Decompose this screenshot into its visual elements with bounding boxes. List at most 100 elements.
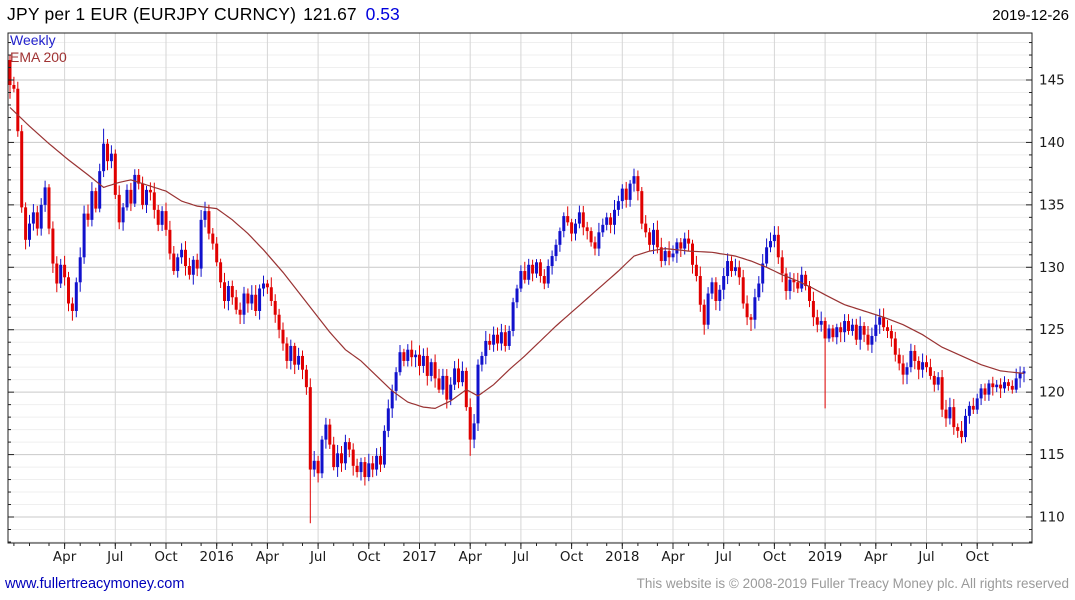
candle [948, 407, 952, 419]
x-axis-label: Apr [864, 549, 888, 565]
candle [862, 325, 866, 335]
candle [605, 217, 609, 225]
candle [897, 354, 901, 364]
candle [90, 191, 94, 220]
candle [956, 427, 960, 431]
price-change: 0.53 [365, 4, 400, 24]
candle [952, 407, 956, 428]
candle [320, 439, 324, 474]
candle [511, 302, 515, 331]
candle [191, 259, 195, 275]
candle [917, 360, 921, 370]
candle [753, 297, 757, 320]
candle [866, 334, 870, 345]
candle [987, 383, 991, 395]
candle [301, 355, 304, 370]
candle [835, 327, 839, 338]
candle [913, 350, 917, 361]
footerbar: www.fullertreacymoney.com This website i… [5, 576, 1069, 596]
candle [219, 262, 223, 283]
candle [441, 375, 445, 390]
candle [788, 279, 792, 292]
candle [507, 330, 511, 346]
candle [870, 335, 874, 345]
candle [484, 340, 488, 356]
candle [332, 444, 336, 468]
candle [43, 187, 47, 205]
candle [718, 289, 722, 302]
candle [667, 251, 671, 258]
candle [991, 383, 995, 388]
candle [624, 188, 628, 200]
candle [437, 378, 441, 390]
candle [925, 362, 928, 368]
candle [597, 232, 601, 249]
candle [757, 283, 761, 298]
candle [928, 367, 932, 376]
x-axis-label: Oct [357, 549, 380, 565]
legend-period: Weekly [10, 32, 56, 48]
candle [1006, 382, 1010, 386]
candle [496, 334, 499, 344]
website-link[interactable]: www.fullertreacymoney.com [5, 576, 185, 592]
candle [640, 191, 644, 224]
candle [141, 183, 145, 205]
candle [874, 324, 878, 336]
candle [269, 287, 273, 302]
candle [769, 241, 772, 248]
candle [94, 191, 98, 209]
candle [882, 317, 886, 328]
candle [687, 238, 691, 244]
candle [823, 320, 827, 339]
candle [117, 194, 121, 223]
candle [893, 338, 897, 355]
candle [184, 249, 187, 267]
candle [722, 276, 726, 290]
candle [289, 345, 293, 361]
candle [971, 405, 975, 410]
candle [59, 264, 63, 284]
candle [886, 327, 889, 331]
candle [51, 228, 55, 264]
candle [316, 460, 320, 474]
candle [960, 430, 964, 438]
x-axis-label: Apr [661, 549, 685, 565]
candle [449, 384, 453, 400]
candle [683, 238, 687, 249]
candle [492, 334, 496, 345]
candle [542, 276, 546, 284]
candle [148, 189, 152, 193]
candle [70, 303, 74, 311]
candle [613, 209, 616, 225]
candle [277, 314, 281, 330]
candle [698, 276, 702, 305]
candle [297, 355, 301, 365]
candle [999, 384, 1003, 389]
candle [488, 340, 492, 345]
candle [145, 189, 148, 205]
candle [137, 174, 141, 184]
candle [546, 266, 550, 284]
candle [671, 253, 675, 258]
candle [847, 320, 850, 331]
candle [226, 286, 230, 302]
candle [644, 223, 648, 233]
candle [265, 283, 269, 288]
candle [776, 234, 780, 258]
candle [304, 369, 308, 388]
page-title: JPY per 1 EUR (EURJPY CURNCY) [7, 4, 297, 24]
candle [726, 261, 730, 277]
candle [28, 223, 31, 240]
candle [160, 211, 164, 225]
candle [562, 216, 566, 232]
ema-layer [9, 107, 1025, 410]
candle [761, 263, 765, 284]
candle [281, 329, 285, 344]
candle [375, 455, 379, 470]
candle [858, 325, 862, 340]
candle [425, 355, 429, 376]
candle [691, 243, 694, 265]
candle [620, 188, 624, 202]
candle [8, 60, 12, 85]
